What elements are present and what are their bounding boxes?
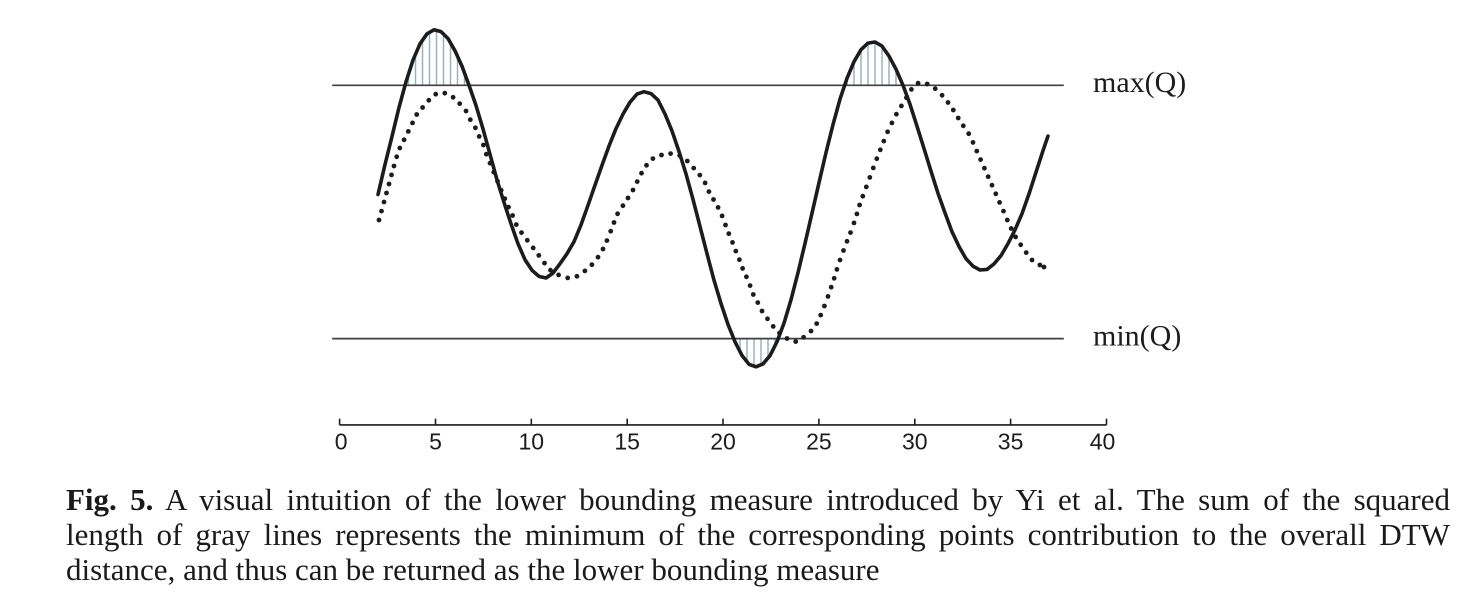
svg-text:15: 15	[614, 429, 640, 455]
svg-text:max(Q): max(Q)	[1093, 66, 1186, 99]
svg-text:5: 5	[429, 429, 442, 455]
svg-text:0: 0	[335, 429, 348, 455]
svg-text:min(Q): min(Q)	[1093, 320, 1181, 353]
svg-text:20: 20	[710, 429, 736, 455]
svg-text:25: 25	[806, 429, 832, 455]
svg-text:40: 40	[1090, 429, 1116, 455]
svg-text:10: 10	[519, 429, 545, 455]
svg-text:30: 30	[902, 429, 928, 455]
svg-text:35: 35	[998, 429, 1024, 455]
